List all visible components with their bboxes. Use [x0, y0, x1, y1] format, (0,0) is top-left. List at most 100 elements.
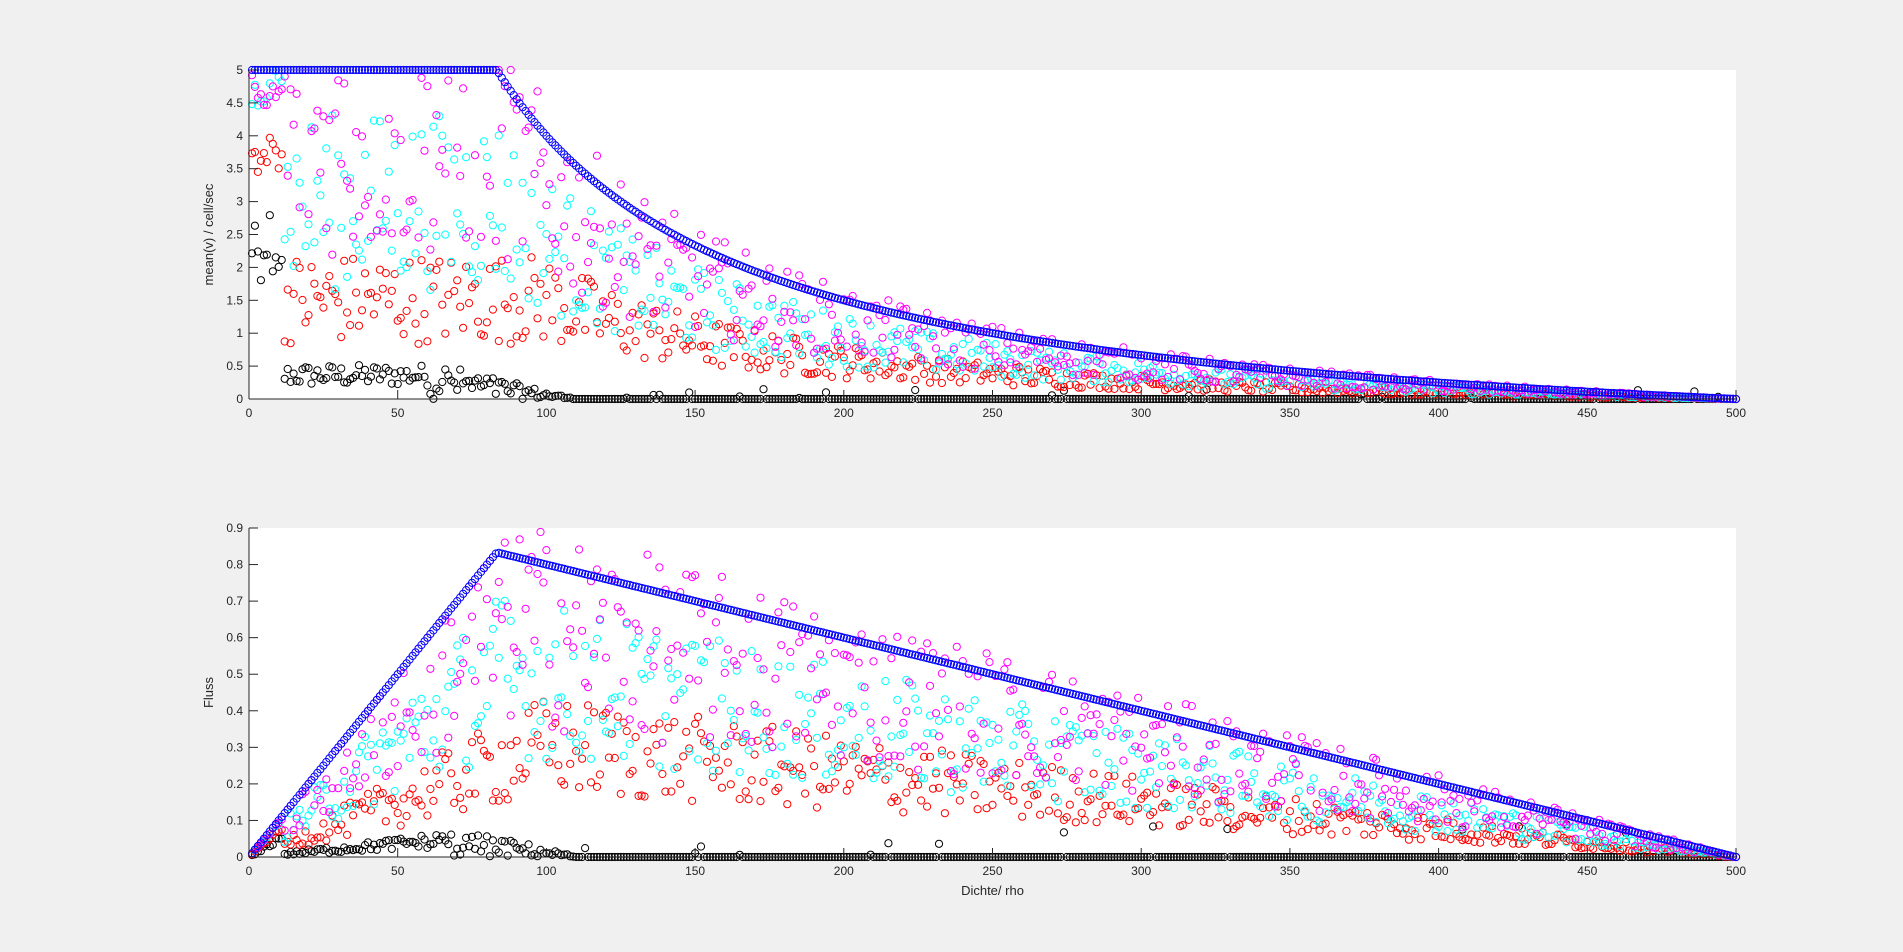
data-point: [435, 162, 444, 171]
data-point: [533, 314, 542, 323]
data-point: [872, 641, 881, 650]
data-point: [1479, 805, 1488, 814]
data-point: [1297, 367, 1306, 376]
data-point: [307, 847, 316, 856]
data-point: [691, 597, 700, 606]
data-point: [1687, 392, 1696, 402]
data-point: [780, 618, 789, 628]
data-point: [1497, 382, 1506, 391]
data-point: [1276, 365, 1286, 375]
data-point: [349, 217, 358, 226]
data-point: [500, 82, 509, 91]
data-point: [1154, 739, 1164, 748]
data-point: [563, 393, 572, 402]
data-point: [893, 357, 902, 366]
data-point: [1226, 370, 1235, 379]
data-point: [1143, 708, 1152, 717]
data-point: [1648, 843, 1657, 852]
data-point: [765, 615, 774, 624]
data-point: [592, 319, 602, 328]
data-point: [625, 326, 634, 335]
data-point: [322, 281, 331, 290]
data-point: [456, 669, 465, 679]
data-point: [1140, 768, 1149, 777]
data-point: [1452, 809, 1461, 818]
data-point: [1208, 759, 1217, 768]
data-point: [1021, 377, 1030, 386]
data-point: [601, 575, 611, 584]
flow-axes[interactable]: 0 50 100 150 200 250 300 350 400 450 50000.10.20.3…: [201, 521, 1746, 898]
data-point: [655, 326, 664, 335]
data-point: [1333, 754, 1342, 764]
data-point: [1152, 721, 1161, 730]
data-point: [1348, 382, 1357, 392]
data-point: [393, 65, 402, 75]
data-point: [905, 678, 914, 687]
data-point: [777, 618, 786, 627]
data-point: [1642, 390, 1651, 399]
data-point: [482, 172, 491, 181]
data-point: [1571, 834, 1580, 843]
data-point: [1434, 378, 1443, 387]
data-point: [931, 709, 941, 718]
data-point: [1262, 794, 1271, 804]
data-point: [1321, 819, 1330, 828]
velocity-axes[interactable]: 0 50 100 150 200 250 300 350 400 450 50000.511.522…: [201, 63, 1746, 420]
data-point: [1470, 837, 1479, 847]
data-point: [1220, 786, 1229, 795]
data-point: [1053, 809, 1063, 818]
data-point: [1062, 740, 1071, 750]
data-point: [866, 374, 875, 383]
data-point: [801, 315, 810, 324]
data-point: [1181, 371, 1190, 381]
data-point: [1062, 813, 1071, 822]
data-point: [1351, 759, 1360, 768]
data-point: [943, 705, 953, 715]
data-point: [628, 697, 637, 706]
data-point: [369, 800, 378, 809]
data-point: [899, 808, 908, 817]
data-point: [646, 759, 655, 768]
data-point: [357, 65, 367, 75]
data-point: [441, 230, 450, 239]
data-point: [1003, 673, 1012, 683]
data-point: [450, 155, 459, 164]
data-point: [1678, 392, 1687, 401]
data-point: [777, 317, 786, 326]
data-point: [1630, 842, 1640, 851]
data-point: [661, 787, 670, 796]
data-point: [1265, 364, 1274, 373]
data-point: [589, 572, 599, 581]
data-point: [848, 361, 857, 370]
data-point: [384, 65, 393, 75]
data-point: [1190, 792, 1199, 801]
data-point: [1044, 347, 1054, 356]
data-point: [343, 272, 352, 281]
data-point: [774, 783, 783, 792]
data-point: [384, 738, 393, 747]
data-point: [604, 227, 614, 236]
data-point: [304, 65, 313, 75]
data-point: [869, 363, 878, 372]
data-point: [940, 328, 950, 337]
data-point: [465, 227, 474, 236]
data-point: [1282, 366, 1292, 375]
data-point: [789, 316, 798, 325]
data-point: [378, 284, 387, 293]
data-point: [494, 69, 503, 78]
data-point: [560, 304, 569, 313]
data-point: [833, 322, 843, 331]
data-point: [1041, 337, 1051, 347]
data-point: [887, 645, 896, 654]
data-point: [485, 211, 494, 220]
data-point: [714, 320, 724, 329]
data-point: [1532, 384, 1541, 393]
data-point: [435, 780, 444, 789]
data-point: [1547, 815, 1556, 824]
data-point: [444, 840, 453, 849]
data-point: [250, 221, 259, 230]
data-point: [973, 326, 982, 335]
data-point: [1265, 812, 1274, 821]
data-point: [1003, 781, 1012, 790]
data-point: [860, 301, 869, 310]
